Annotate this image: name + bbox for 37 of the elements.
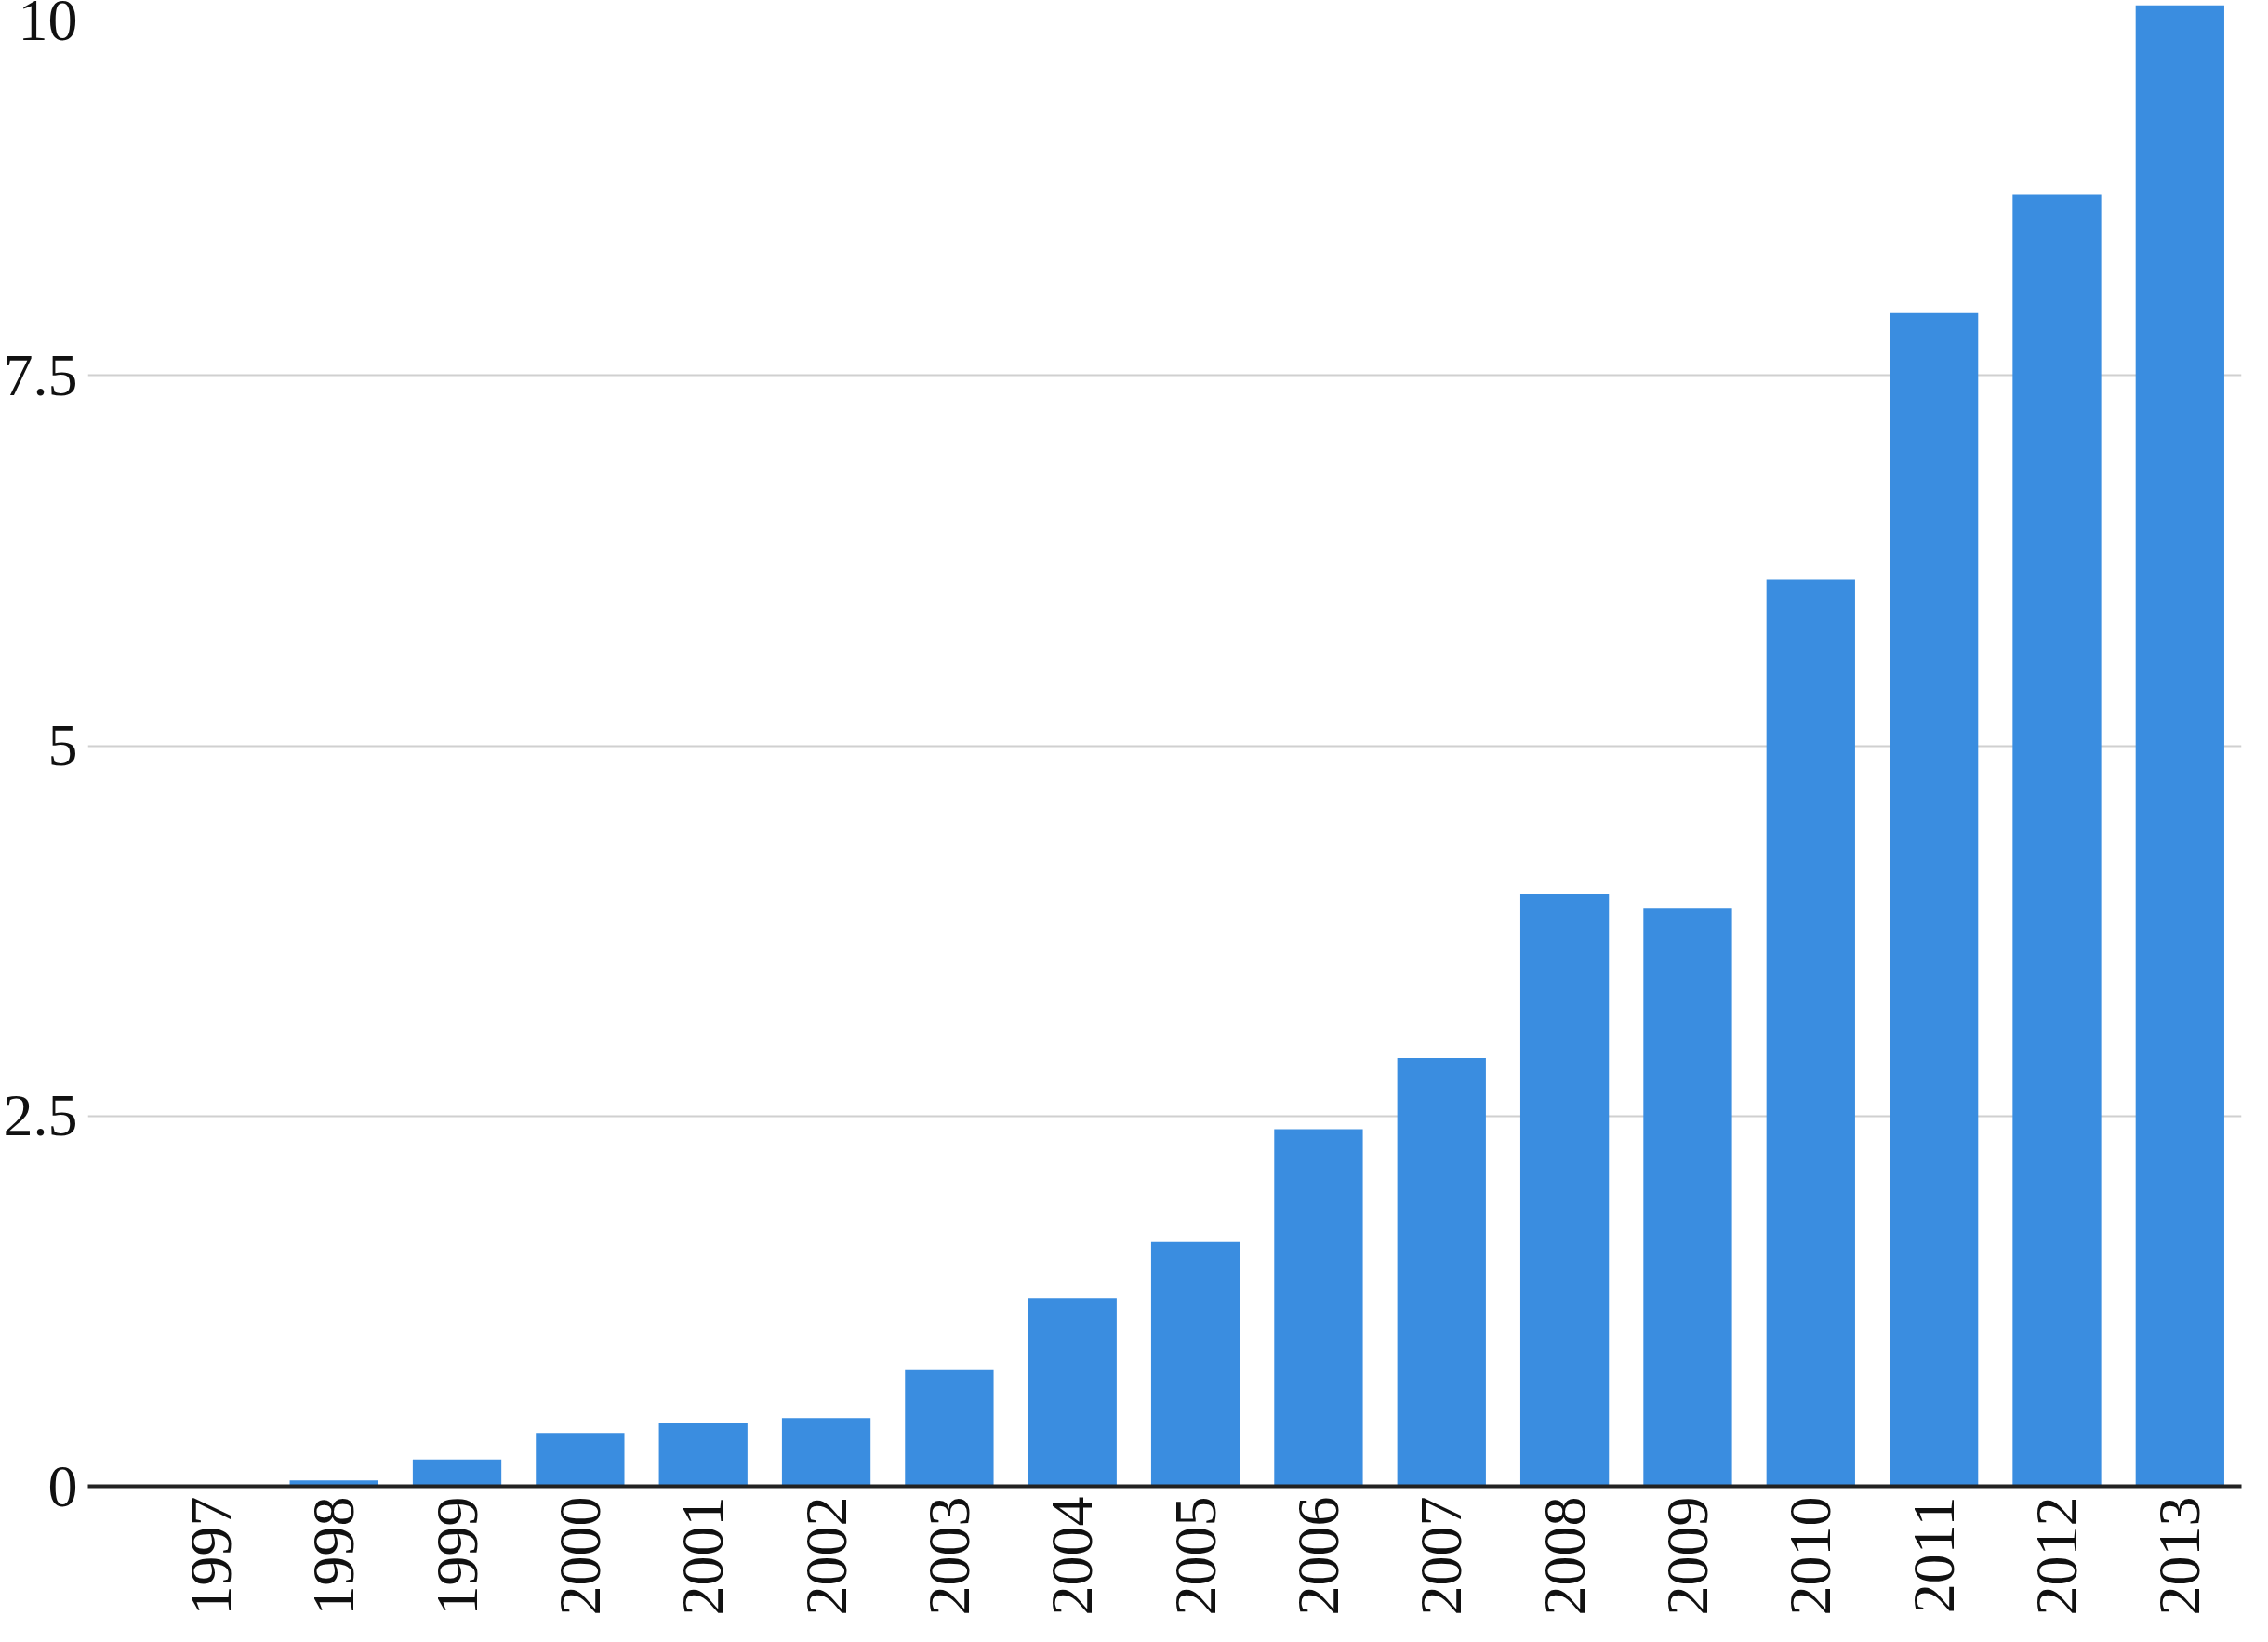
bar [1890, 312, 1979, 1487]
bar [1397, 1058, 1486, 1487]
y-tick-label: 7.5 [3, 341, 78, 408]
x-tick-label: 2006 [1284, 1496, 1351, 1616]
x-tick-label: 2000 [546, 1496, 613, 1616]
x-tick-label: 1998 [300, 1496, 367, 1616]
x-tick-label: 2008 [1531, 1496, 1598, 1616]
x-tick-label: 2004 [1039, 1496, 1106, 1616]
bar [2135, 5, 2224, 1487]
bar [1643, 908, 1732, 1487]
bar [1519, 894, 1610, 1487]
x-tick-label: 1999 [423, 1496, 490, 1616]
bar [781, 1418, 871, 1487]
bar [1028, 1298, 1117, 1487]
y-tick-label: 2.5 [3, 1082, 78, 1149]
bar [1274, 1129, 1363, 1487]
x-tick-label: 2007 [1408, 1496, 1475, 1616]
x-tick-label: 2011 [1900, 1496, 1967, 1614]
bar [1150, 1241, 1240, 1487]
y-tick-label: 5 [47, 712, 78, 778]
bar [1766, 579, 1855, 1487]
bar [905, 1369, 994, 1487]
bar [2012, 194, 2102, 1487]
x-tick-label: 2013 [2146, 1496, 2213, 1616]
x-tick-label: 2001 [670, 1496, 736, 1616]
x-tick-label: 2009 [1653, 1496, 1720, 1616]
x-tick-label: 2010 [1777, 1496, 1844, 1616]
bar [536, 1433, 625, 1487]
x-tick-label: 1997 [177, 1496, 244, 1616]
x-tick-label: 2005 [1161, 1496, 1228, 1616]
y-tick-label: 10 [18, 0, 78, 53]
x-tick-label: 2003 [915, 1496, 982, 1616]
x-tick-label: 2012 [2023, 1496, 2089, 1616]
x-tick-label: 2002 [792, 1496, 859, 1616]
bar [412, 1459, 502, 1487]
bar [658, 1423, 748, 1487]
y-tick-label: 0 [47, 1452, 78, 1519]
